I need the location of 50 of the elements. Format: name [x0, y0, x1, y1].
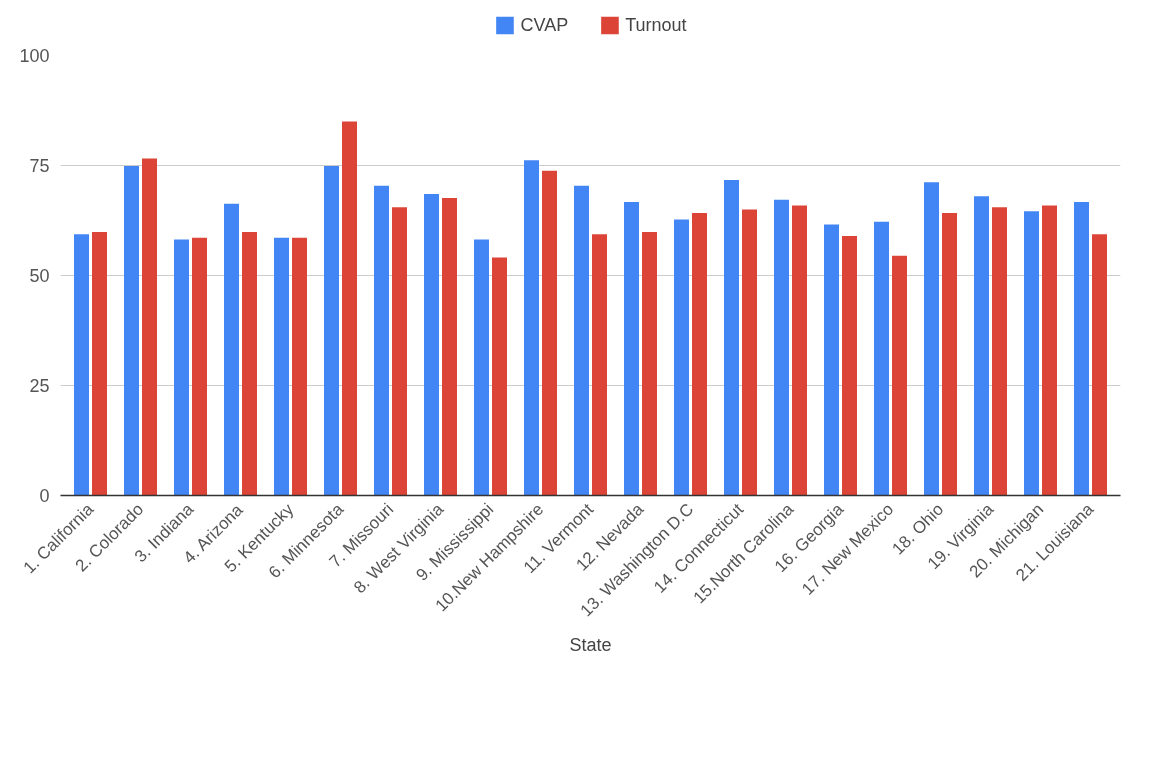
bar	[474, 239, 489, 496]
bar	[974, 196, 989, 496]
bar	[674, 219, 689, 496]
y-tick-label: 75	[29, 156, 50, 176]
bar	[1042, 205, 1057, 496]
bar	[592, 234, 607, 496]
y-tick-label: 25	[29, 376, 50, 396]
y-tick-label: 50	[29, 266, 50, 286]
x-axis-title: State	[569, 635, 612, 656]
bar	[492, 257, 507, 496]
bar	[1024, 211, 1039, 496]
legend-label: CVAP	[520, 14, 569, 36]
bar	[874, 221, 889, 496]
bar	[324, 165, 339, 496]
bar	[642, 231, 657, 496]
bar	[192, 237, 207, 496]
bar	[342, 121, 357, 496]
bar	[92, 231, 107, 496]
bar	[74, 234, 89, 496]
bar	[224, 203, 239, 496]
bar	[1092, 234, 1107, 496]
bar	[624, 202, 639, 496]
y-tick-label: 0	[39, 486, 50, 506]
legend-label: Turnout	[625, 14, 687, 36]
bar	[174, 239, 189, 496]
bar	[292, 237, 307, 496]
bar	[692, 213, 707, 496]
bar	[392, 207, 407, 496]
bar	[942, 213, 957, 496]
bar	[124, 165, 139, 496]
bar	[574, 185, 589, 496]
bar	[374, 185, 389, 496]
bar	[892, 255, 907, 496]
bar	[842, 235, 857, 496]
bar	[542, 170, 557, 496]
bar	[142, 158, 157, 496]
bar	[274, 237, 289, 496]
bar	[1074, 202, 1089, 496]
y-tick-label: 100	[19, 46, 50, 66]
bar	[824, 224, 839, 496]
bar	[924, 182, 939, 496]
bar	[442, 198, 457, 496]
bar	[992, 207, 1007, 496]
bar	[524, 160, 539, 496]
bar	[742, 209, 757, 496]
bar	[774, 199, 789, 496]
bar	[724, 180, 739, 496]
bar	[242, 231, 257, 496]
bar	[792, 205, 807, 496]
bar	[424, 194, 439, 496]
